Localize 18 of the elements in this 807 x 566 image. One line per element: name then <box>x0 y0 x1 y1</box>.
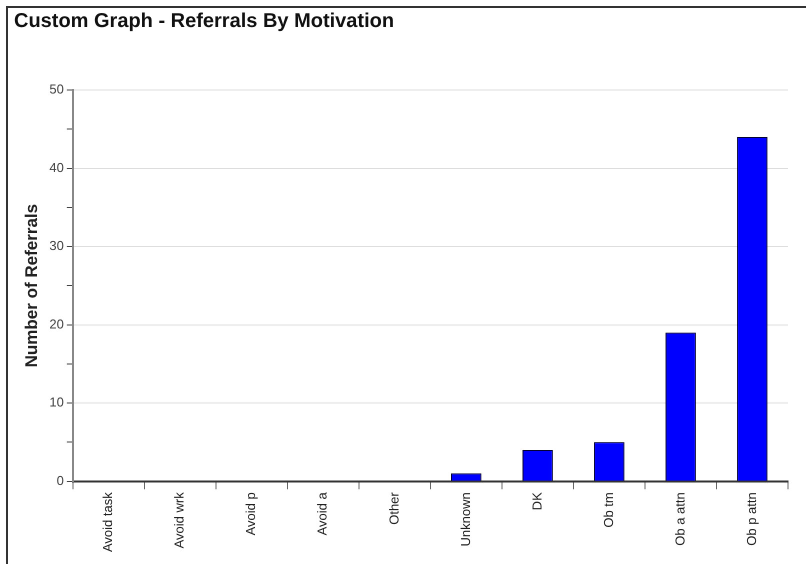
y-tick-label: 10 <box>49 394 64 410</box>
y-tick-label: 30 <box>49 238 64 254</box>
x-tick-label: Avoid a <box>314 492 330 536</box>
x-tick-label: Avoid task <box>100 492 116 552</box>
y-tick-label: 50 <box>49 82 64 97</box>
x-tick-label: Unknown <box>458 492 473 546</box>
y-tick-label: 40 <box>49 160 64 175</box>
y-tick-label: 0 <box>56 472 64 488</box>
x-tick-label: Other <box>386 492 402 525</box>
x-tick-label: Ob a attn <box>672 492 688 546</box>
y-axis-title: Number of Referrals <box>22 204 41 368</box>
y-tick-label: 20 <box>49 316 64 332</box>
x-tick-label: Avoid wrk <box>172 492 187 548</box>
x-tick-label: Ob p attn <box>744 492 759 546</box>
x-tick-label: Ob tm <box>600 492 616 528</box>
x-tick-label: Avoid p <box>243 492 258 536</box>
x-tick-label: DK <box>529 492 544 510</box>
chart-title: Custom Graph - Referrals By Motivation <box>14 10 394 33</box>
